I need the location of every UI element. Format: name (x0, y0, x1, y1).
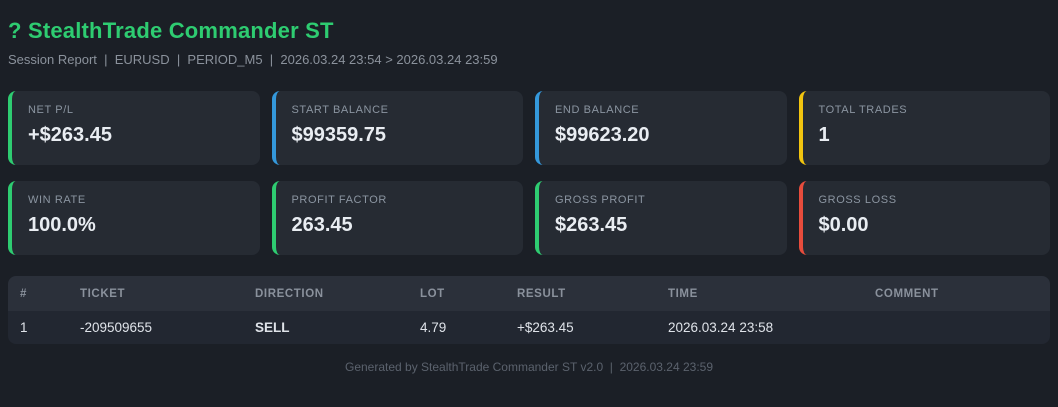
cell-lot: 4.79 (420, 320, 447, 335)
session-report-page: ? StealthTrade Commander ST Session Repo… (8, 0, 1050, 374)
report-header: ? StealthTrade Commander ST Session Repo… (8, 0, 1050, 67)
report-footer: Generated by StealthTrade Commander ST v… (344, 360, 713, 374)
stat-label: START BALANCE (291, 104, 389, 116)
cell-time: 2026.03.24 23:58 (668, 320, 774, 335)
stat-value: 1 (818, 124, 830, 146)
column-header-direction: DIRECTION (255, 287, 324, 300)
stat-card-win-rate: WIN RATE 100.0% (8, 181, 260, 255)
page-title: ? StealthTrade Commander ST (8, 18, 334, 43)
stat-label: PROFIT FACTOR (291, 194, 387, 206)
column-header-time: TIME (668, 287, 698, 300)
table-header-row: # TICKET DIRECTION LOT RESULT TIME COMME… (8, 276, 1050, 311)
column-header-result: RESULT (517, 287, 566, 300)
stat-label: NET P/L (28, 104, 74, 116)
cell-comment (863, 311, 1050, 344)
stat-label: GROSS PROFIT (555, 194, 646, 206)
cell-num: 1 (20, 320, 28, 335)
stat-value: 100.0% (28, 214, 96, 236)
table-row: 1 -209509655 SELL 4.79 +$263.45 2026.03.… (8, 311, 1050, 344)
cell-result: +$263.45 (517, 320, 574, 335)
cell-direction: SELL (255, 320, 290, 335)
stat-label: WIN RATE (28, 194, 86, 206)
cell-ticket: -209509655 (80, 320, 153, 335)
stat-card-gross-profit: GROSS PROFIT $263.45 (535, 181, 787, 255)
stat-value: +$263.45 (28, 124, 112, 146)
stat-card-total-trades: TOTAL TRADES 1 (798, 91, 1050, 165)
column-header-comment: COMMENT (875, 287, 939, 300)
stat-label: END BALANCE (555, 104, 640, 116)
stat-label: TOTAL TRADES (818, 104, 908, 116)
stat-card-net-pl: NET P/L +$263.45 (8, 91, 260, 165)
stat-card-gross-loss: GROSS LOSS $0.00 (798, 181, 1050, 255)
column-header-ticket: TICKET (80, 287, 126, 300)
stats-grid: NET P/L +$263.45 START BALANCE $99359.75… (8, 91, 1050, 255)
trades-table: # TICKET DIRECTION LOT RESULT TIME COMME… (8, 276, 1050, 344)
stat-value: $0.00 (818, 214, 869, 236)
stat-label: GROSS LOSS (818, 194, 897, 206)
stat-value: 263.45 (291, 214, 353, 236)
stat-value: $99623.20 (555, 124, 650, 146)
column-header-num: # (20, 287, 27, 300)
stat-card-end-balance: END BALANCE $99623.20 (535, 91, 787, 165)
stat-card-start-balance: START BALANCE $99359.75 (271, 91, 523, 165)
report-subtitle: Session Report | EURUSD | PERIOD_M5 | 20… (8, 52, 498, 67)
stat-value: $99359.75 (291, 124, 387, 146)
stat-card-profit-factor: PROFIT FACTOR 263.45 (271, 181, 523, 255)
column-header-lot: LOT (420, 287, 445, 300)
stat-value: $263.45 (555, 214, 628, 236)
